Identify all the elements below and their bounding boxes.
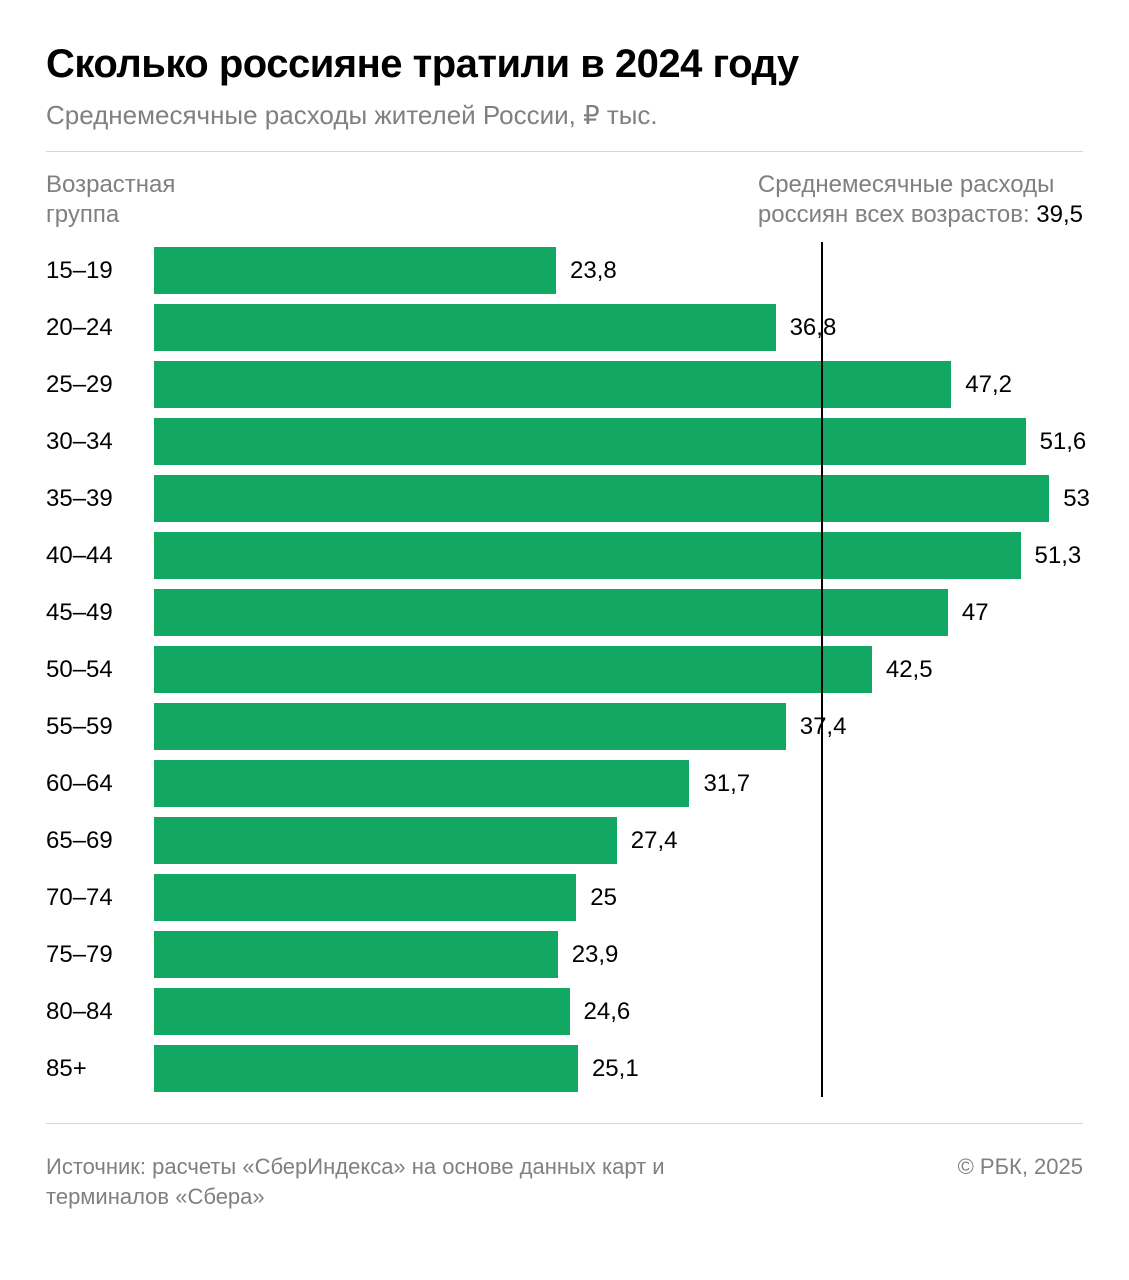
bar-row: 45–49 47 [46, 584, 1083, 641]
bar [154, 589, 948, 636]
chart-area: 15–1923,820–2436,825–2947,230–3451,635–3… [46, 242, 1083, 1097]
chart-footer: Источник: расчеты «СберИндекса» на основ… [46, 1152, 1083, 1211]
bar-row: 85+ 25,1 [46, 1040, 1083, 1097]
bar-wrap: 51,3 [154, 527, 1083, 584]
bar [154, 418, 1026, 465]
bar-wrap: 25 [154, 869, 1083, 926]
category-label: 55–59 [46, 713, 154, 741]
bar-wrap: 25,1 [154, 1040, 1083, 1097]
bar [154, 475, 1049, 522]
bar [154, 304, 776, 351]
chart-title: Сколько россияне тратили в 2024 году [46, 42, 1083, 86]
reference-label: Среднемесячные расходыроссиян всех возра… [758, 170, 1083, 230]
bar [154, 874, 576, 921]
bar-wrap: 27,4 [154, 812, 1083, 869]
category-label: 75–79 [46, 941, 154, 969]
value-label: 25 [590, 884, 617, 912]
value-label: 31,7 [703, 770, 750, 798]
bar [154, 646, 872, 693]
category-label: 70–74 [46, 884, 154, 912]
axis-label: Возрастнаягруппа [46, 170, 175, 230]
bar [154, 1045, 578, 1092]
reference-line [821, 242, 823, 1097]
category-label: 45–49 [46, 599, 154, 627]
bar-wrap: 23,9 [154, 926, 1083, 983]
infographic: Сколько россияне тратили в 2024 году Сре… [0, 0, 1129, 1241]
bar-row: 55–5937,4 [46, 698, 1083, 755]
value-label: 23,9 [572, 941, 619, 969]
bar [154, 703, 786, 750]
category-label: 20–24 [46, 314, 154, 342]
bar-wrap: 42,5 [154, 641, 1083, 698]
bar-row: 40–44 51,3 [46, 527, 1083, 584]
bar-wrap: 51,6 [154, 413, 1086, 470]
reference-label-text: Среднемесячные расходыроссиян всех возра… [758, 171, 1054, 228]
bar-row: 30–3451,6 [46, 413, 1083, 470]
value-label: 51,6 [1040, 428, 1087, 456]
value-label: 47,2 [965, 371, 1012, 399]
bar-wrap: 53 [154, 470, 1090, 527]
category-label: 25–29 [46, 371, 154, 399]
bar-row: 75–79 23,9 [46, 926, 1083, 983]
chart-subtitle: Среднемесячные расходы жителей России, ₽… [46, 100, 1083, 131]
category-label: 80–84 [46, 998, 154, 1026]
bar-wrap: 37,4 [154, 698, 1083, 755]
bar-row: 65–69 27,4 [46, 812, 1083, 869]
bar-row: 25–29 47,2 [46, 356, 1083, 413]
value-label: 24,6 [584, 998, 631, 1026]
bar-wrap: 31,7 [154, 755, 1083, 812]
bar-row: 50–54 42,5 [46, 641, 1083, 698]
bar [154, 931, 558, 978]
divider [46, 151, 1083, 152]
source-text: Источник: расчеты «СберИндекса» на основ… [46, 1152, 793, 1211]
value-label: 23,8 [570, 257, 617, 285]
value-label: 27,4 [631, 827, 678, 855]
category-label: 35–39 [46, 485, 154, 513]
bar-row: 35–3953 [46, 470, 1083, 527]
category-label: 65–69 [46, 827, 154, 855]
bar [154, 817, 617, 864]
bar-wrap: 36,8 [154, 299, 1083, 356]
bar-wrap: 47 [154, 584, 1083, 641]
bar [154, 247, 556, 294]
bar-row: 20–24 36,8 [46, 299, 1083, 356]
bar-row: 70–74 25 [46, 869, 1083, 926]
bar-row: 15–19 23,8 [46, 242, 1083, 299]
bar-row: 60–64 31,7 [46, 755, 1083, 812]
bar-row: 80–84 24,6 [46, 983, 1083, 1040]
value-label: 25,1 [592, 1055, 639, 1083]
reference-value: 39,5 [1036, 201, 1083, 228]
bar [154, 532, 1021, 579]
bar-wrap: 23,8 [154, 242, 1083, 299]
bar [154, 988, 570, 1035]
bar-wrap: 24,6 [154, 983, 1083, 1040]
value-label: 51,3 [1035, 542, 1082, 570]
copyright-text: © РБК, 2025 [958, 1152, 1083, 1182]
category-label: 40–44 [46, 542, 154, 570]
category-label: 60–64 [46, 770, 154, 798]
category-label: 50–54 [46, 656, 154, 684]
value-label: 42,5 [886, 656, 933, 684]
divider [46, 1123, 1083, 1124]
category-label: 85+ [46, 1055, 154, 1083]
bar [154, 361, 951, 408]
category-label: 30–34 [46, 428, 154, 456]
category-label: 15–19 [46, 257, 154, 285]
value-label: 47 [962, 599, 989, 627]
value-label: 36,8 [790, 314, 837, 342]
bar [154, 760, 689, 807]
chart-header: Возрастнаягруппа Среднемесячные расходыр… [46, 170, 1083, 230]
value-label: 53 [1063, 485, 1090, 513]
bar-wrap: 47,2 [154, 356, 1083, 413]
bar-rows: 15–1923,820–2436,825–2947,230–3451,635–3… [46, 242, 1083, 1097]
